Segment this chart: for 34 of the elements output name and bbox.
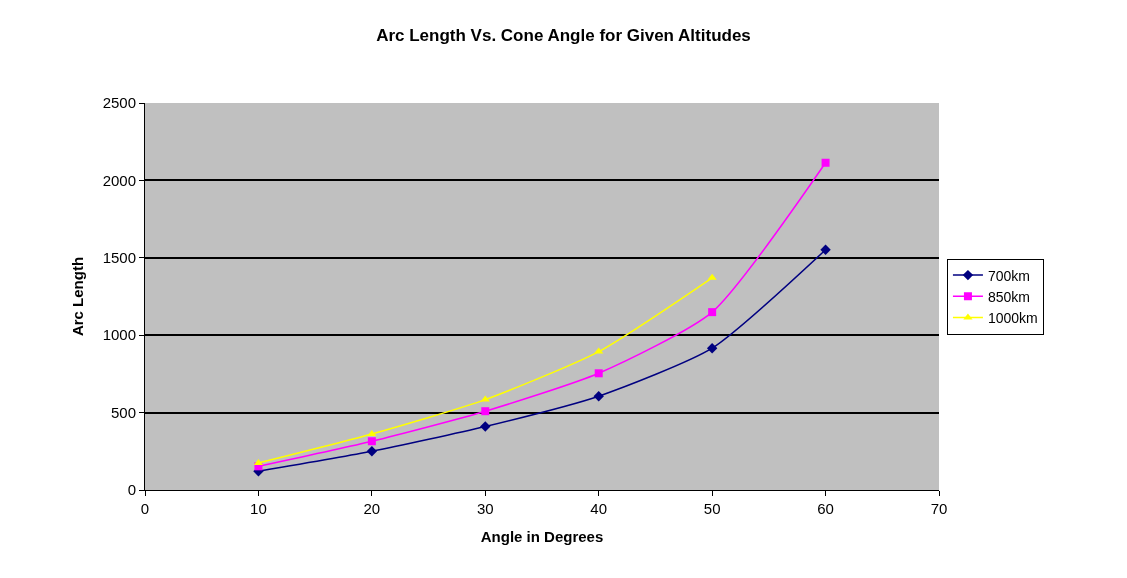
x-tick-label: 30 — [476, 500, 494, 517]
y-tick-label: 500 — [110, 403, 136, 421]
x-tick-label: 20 — [363, 500, 381, 517]
x-tick-label: 40 — [590, 500, 608, 517]
legend-label: 700km — [987, 267, 1030, 284]
x-tick-label: 60 — [817, 500, 834, 517]
point — [480, 421, 491, 432]
y-tick-label: 2500 — [102, 94, 136, 112]
point — [366, 446, 378, 457]
x-tick-label: 50 — [703, 500, 721, 517]
y-tick-label: 1000 — [102, 326, 136, 344]
point — [821, 158, 830, 167]
point — [481, 407, 490, 416]
point — [707, 273, 717, 280]
point — [367, 429, 377, 436]
point — [706, 343, 718, 354]
y-tick-label: 0 — [127, 481, 136, 499]
point — [820, 244, 831, 255]
point — [708, 308, 717, 317]
point — [593, 390, 604, 402]
x-tick-label: 0 — [140, 500, 150, 517]
y-axis-title: Arc Length — [68, 256, 86, 337]
y-tick-label: 2000 — [102, 171, 136, 189]
legend-label: 1000km — [987, 309, 1038, 326]
point — [367, 437, 376, 446]
point — [480, 395, 490, 402]
x-axis-title: Angle in Degrees — [480, 528, 604, 545]
legend-label: 850km — [987, 288, 1030, 305]
x-tick-label: 70 — [930, 500, 948, 517]
y-tick-label: 1500 — [102, 249, 136, 267]
x-tick-label: 10 — [250, 500, 267, 517]
point — [594, 347, 604, 354]
chart-title: Arc Length Vs. Cone Angle for Given Altitudes — [376, 25, 751, 45]
point — [594, 369, 603, 378]
